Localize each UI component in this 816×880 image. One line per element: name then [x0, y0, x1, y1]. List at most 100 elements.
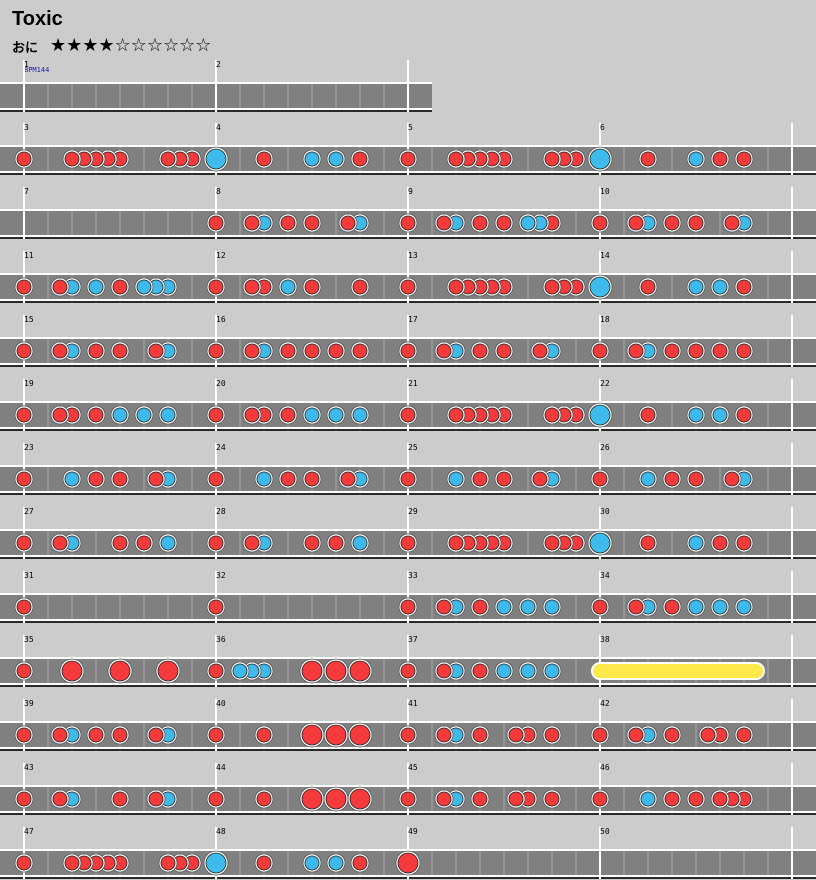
don-note-face — [400, 791, 416, 807]
don-note-face — [496, 215, 512, 231]
don-note-face — [496, 471, 512, 487]
don-note-face — [304, 471, 320, 487]
don-note-face — [592, 215, 608, 231]
ka-note-face — [205, 148, 227, 170]
don-note-face — [628, 727, 644, 743]
don-note-face — [136, 535, 152, 551]
don-note-face — [301, 724, 323, 746]
song-title: Toxic — [12, 8, 63, 30]
don-note-face — [16, 279, 32, 295]
ka-note-face — [520, 663, 536, 679]
don-note-face — [16, 535, 32, 551]
don-note-face — [352, 343, 368, 359]
measure-number: 5 — [408, 123, 413, 132]
don-note-face — [640, 151, 656, 167]
don-note-face — [712, 791, 728, 807]
don-note-face — [352, 151, 368, 167]
don-note-face — [208, 663, 224, 679]
difficulty-stars: ★★★★☆☆☆☆☆☆ — [50, 35, 212, 56]
measure-number: 45 — [408, 763, 418, 772]
measure-number: 4 — [216, 123, 221, 132]
don-note-face — [328, 343, 344, 359]
don-note-face — [400, 151, 416, 167]
ka-note-face — [544, 663, 560, 679]
don-note-face — [448, 279, 464, 295]
don-note-face — [712, 151, 728, 167]
ka-note-face — [688, 407, 704, 423]
don-note-face — [208, 471, 224, 487]
don-note-face — [664, 471, 680, 487]
measure-number: 24 — [216, 443, 226, 452]
bpm-marker: BPM144 — [24, 66, 50, 74]
ka-note-face — [712, 599, 728, 615]
don-note-face — [16, 471, 32, 487]
don-note-face — [304, 535, 320, 551]
don-note-face — [88, 343, 104, 359]
don-note-face — [52, 279, 68, 295]
ka-note-face — [304, 855, 320, 871]
don-note-face — [16, 727, 32, 743]
don-note-face — [664, 727, 680, 743]
measure-number: 8 — [216, 187, 221, 196]
don-note-face — [664, 599, 680, 615]
don-note-face — [664, 791, 680, 807]
don-note-face — [301, 788, 323, 810]
don-note-face — [472, 343, 488, 359]
don-note-face — [16, 663, 32, 679]
don-note-face — [400, 279, 416, 295]
don-note-face — [592, 791, 608, 807]
measure-number: 50 — [600, 827, 610, 836]
measure-number: 20 — [216, 379, 226, 388]
don-note-face — [724, 471, 740, 487]
don-note-face — [544, 151, 560, 167]
measure-number: 22 — [600, 379, 610, 388]
measure-number: 38 — [600, 635, 610, 644]
don-note-face — [532, 471, 548, 487]
don-note-face — [16, 343, 32, 359]
don-note-face — [496, 343, 512, 359]
don-note-face — [304, 279, 320, 295]
measure-number: 26 — [600, 443, 610, 452]
don-note-face — [436, 791, 452, 807]
don-note-face — [208, 279, 224, 295]
difficulty-label: おに — [12, 41, 39, 56]
don-note-face — [280, 407, 296, 423]
measure-number: 48 — [216, 827, 226, 836]
ka-note-face — [640, 471, 656, 487]
don-note-face — [400, 215, 416, 231]
don-note-face — [400, 471, 416, 487]
don-note-face — [244, 535, 260, 551]
don-note-face — [208, 727, 224, 743]
don-note-face — [400, 535, 416, 551]
don-note-face — [280, 215, 296, 231]
measure-number: 7 — [24, 187, 29, 196]
don-note-face — [52, 407, 68, 423]
don-note-face — [436, 599, 452, 615]
don-note-face — [16, 407, 32, 423]
don-note-face — [88, 407, 104, 423]
ka-note-face — [205, 852, 227, 874]
ka-note-face — [280, 279, 296, 295]
don-note-face — [325, 724, 347, 746]
don-note-face — [544, 535, 560, 551]
measure-number: 10 — [600, 187, 610, 196]
measure-number: 19 — [24, 379, 34, 388]
don-note-face — [112, 343, 128, 359]
don-note-face — [712, 535, 728, 551]
don-note-face — [397, 852, 419, 874]
don-note-face — [301, 660, 323, 682]
don-note-face — [640, 535, 656, 551]
don-note-face — [736, 535, 752, 551]
don-note-face — [304, 343, 320, 359]
ka-note-face — [328, 151, 344, 167]
don-note-face — [472, 471, 488, 487]
don-note-face — [16, 855, 32, 871]
don-note-face — [352, 279, 368, 295]
ka-note-face — [688, 151, 704, 167]
don-note-face — [400, 727, 416, 743]
don-note-face — [112, 471, 128, 487]
ka-note-face — [352, 407, 368, 423]
don-note-face — [472, 791, 488, 807]
measure-number: 15 — [24, 315, 34, 324]
